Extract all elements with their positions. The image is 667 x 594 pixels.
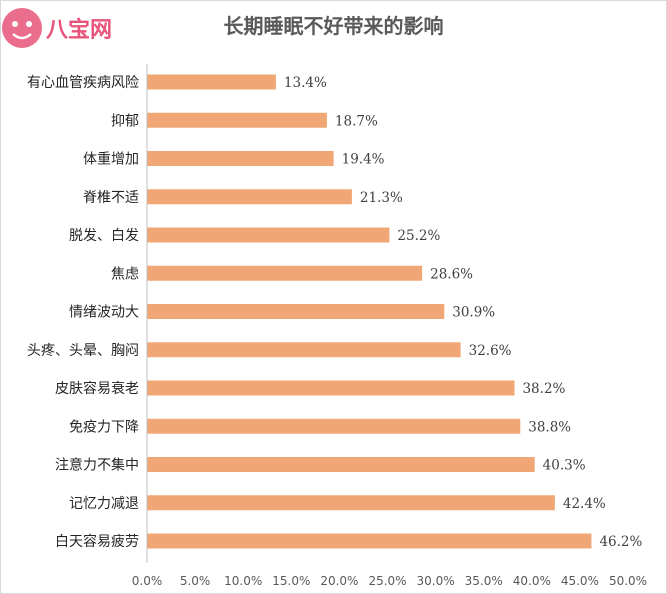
bar — [147, 304, 445, 319]
bar — [147, 151, 334, 166]
data-label: 19.4% — [342, 152, 385, 168]
x-tick-label: 30.0% — [417, 574, 455, 588]
x-tick-label: 35.0% — [465, 574, 503, 588]
category-label: 有心血管疾病风险 — [27, 75, 139, 91]
bar — [147, 342, 461, 358]
x-tick-label: 5.0% — [180, 574, 211, 588]
category-label: 体重增加 — [83, 152, 139, 168]
bar — [147, 112, 327, 128]
category-label: 脊椎不适 — [83, 190, 139, 206]
data-label: 46.2% — [599, 534, 642, 550]
x-tick-label: 15.0% — [272, 574, 310, 588]
category-label: 记忆力减退 — [69, 496, 139, 512]
bar — [147, 457, 535, 472]
category-label: 免疫力下降 — [69, 419, 139, 435]
category-label: 注意力不集中 — [55, 457, 139, 474]
bar — [147, 533, 592, 549]
data-label: 40.3% — [543, 458, 586, 474]
bar — [147, 227, 390, 243]
data-label: 32.6% — [469, 343, 512, 359]
bar — [147, 189, 352, 205]
data-label: 38.2% — [522, 381, 565, 397]
data-label: 38.8% — [528, 419, 571, 435]
watermark-text: 八宝网 — [46, 17, 112, 43]
category-label: 脱发、白发 — [69, 228, 139, 244]
x-tick-label: 45.0% — [561, 574, 599, 588]
category-label: 头疼、头晕、胸闷 — [27, 343, 139, 359]
data-label: 42.4% — [563, 496, 606, 512]
category-label: 情绪波动大 — [69, 305, 139, 321]
data-label: 28.6% — [430, 266, 473, 282]
x-tick-label: 25.0% — [368, 574, 406, 588]
category-label: 皮肤容易衰老 — [55, 380, 139, 397]
bar — [147, 380, 515, 396]
bar — [147, 418, 521, 434]
data-label: 18.7% — [335, 113, 378, 129]
chart-title: 长期睡眠不好带来的影响 — [223, 14, 444, 38]
x-tick-label: 40.0% — [513, 574, 551, 588]
data-label: 30.9% — [452, 305, 495, 321]
x-tick-label: 50.0% — [609, 574, 647, 588]
watermark-logo: 八宝网 — [2, 8, 112, 48]
category-label: 焦虑 — [111, 266, 139, 282]
x-tick-label: 10.0% — [224, 574, 262, 588]
x-tick-label: 0.0% — [132, 574, 163, 588]
x-tick-label: 20.0% — [320, 574, 358, 588]
bar — [147, 495, 555, 511]
bar — [147, 74, 276, 90]
bar — [147, 265, 423, 281]
category-label: 抑郁 — [111, 113, 139, 129]
data-label: 13.4% — [284, 75, 327, 91]
category-label: 白天容易疲劳 — [55, 533, 139, 550]
data-label: 21.3% — [360, 190, 403, 206]
data-label: 25.2% — [397, 228, 440, 244]
